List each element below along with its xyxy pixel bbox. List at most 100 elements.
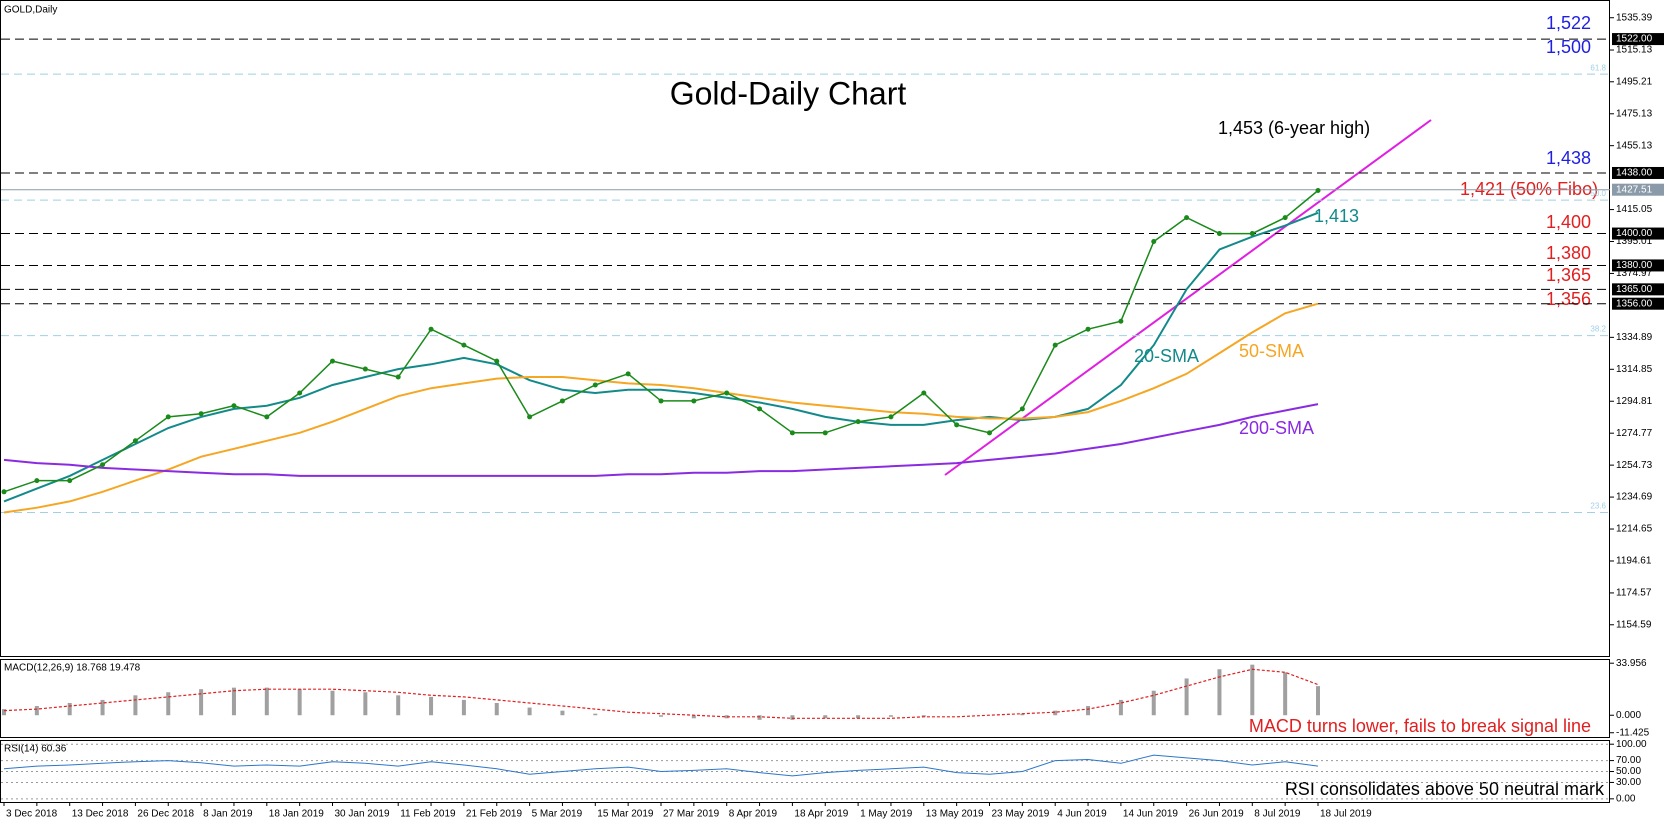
macd-bar — [921, 715, 926, 717]
x-tick-label: 30 Jan 2019 — [335, 809, 390, 820]
price-point — [100, 462, 106, 468]
x-tick-label: 4 Jun 2019 — [1057, 809, 1107, 820]
y-tick-label: 1194.61 — [1616, 556, 1652, 567]
y-tick-label: 50.00 — [1616, 766, 1641, 777]
y-tick-label: 1174.57 — [1616, 588, 1652, 599]
price-point — [658, 398, 664, 404]
macd-bar — [560, 710, 565, 716]
x-tick-label: 26 Jun 2019 — [1189, 809, 1244, 820]
macd-bar — [199, 689, 204, 716]
y-tick-label: 30.00 — [1616, 777, 1641, 788]
price-point — [855, 419, 861, 425]
y-tick-label: 1154.59 — [1616, 619, 1652, 630]
x-tick-label: 3 Dec 2018 — [6, 809, 58, 820]
x-tick-label: 8 Jul 2019 — [1254, 809, 1301, 820]
macd-bar — [1250, 664, 1255, 716]
y-tick-label: 1374.97 — [1616, 268, 1653, 279]
y-tick-label: -11.425 — [1616, 727, 1650, 738]
level-label: 1438.00 — [1616, 168, 1653, 179]
annotation: 1,356 — [1546, 289, 1591, 309]
price-point — [297, 390, 303, 396]
panel-header: GOLD,Daily — [4, 5, 57, 16]
price-point — [330, 358, 335, 364]
macd-bar — [133, 695, 138, 716]
sma-line — [3, 302, 1319, 514]
macd-bar — [2, 709, 6, 716]
x-tick-label: 18 Jul 2019 — [1320, 809, 1372, 820]
annotation: 1,365 — [1546, 265, 1591, 285]
price-point — [1184, 215, 1190, 221]
x-tick-label: 8 Apr 2019 — [729, 809, 778, 820]
y-tick-label: 1495.21 — [1616, 76, 1653, 87]
macd-bar — [757, 715, 762, 720]
rsi-line — [3, 754, 1319, 777]
price-point — [559, 398, 565, 404]
annotation: 1,413 — [1314, 206, 1359, 226]
level-box — [1612, 227, 1664, 240]
macd-bar — [527, 707, 532, 716]
macd-bar — [724, 715, 729, 719]
x-tick-label: 13 May 2019 — [926, 809, 984, 820]
price-point — [34, 478, 40, 484]
price-point — [625, 371, 631, 377]
x-tick-label: 11 Feb 2019 — [400, 809, 456, 820]
level-label: 1365.00 — [1616, 284, 1653, 295]
y-tick-label: 1214.65 — [1616, 524, 1653, 535]
annotation: 1,453 (6-year high) — [1218, 118, 1370, 138]
level-box — [1612, 297, 1664, 310]
price-point — [132, 438, 138, 444]
macd-bar — [429, 696, 434, 716]
price-point — [428, 326, 434, 332]
macd-bar — [264, 687, 269, 716]
price-point — [461, 342, 467, 348]
macd-bar — [100, 699, 105, 716]
price-point — [1052, 342, 1058, 348]
x-tick-label: 5 Mar 2019 — [532, 809, 583, 820]
y-tick-label: 1294.81 — [1616, 396, 1653, 407]
annotation: 1,421 (50% Fibo) — [1460, 179, 1598, 199]
main-panel — [0, 0, 1610, 657]
level-box — [1612, 259, 1664, 272]
y-tick-label: 1475.13 — [1616, 108, 1653, 119]
level-box — [1612, 283, 1664, 296]
price-point — [1249, 231, 1255, 237]
y-tick-label: 1455.13 — [1616, 140, 1653, 151]
macd-bar — [461, 699, 466, 716]
price-point — [1085, 326, 1091, 332]
y-tick-label: 33.956 — [1616, 658, 1647, 669]
panel-note: RSI consolidates above 50 neutral mark — [1285, 779, 1605, 799]
macd-bar — [363, 692, 368, 716]
price-point — [954, 422, 960, 428]
price-point — [987, 430, 992, 436]
annotation: 1,380 — [1546, 243, 1591, 263]
price-point — [67, 478, 73, 484]
macd-bar — [494, 702, 499, 716]
annotation: 1,522 — [1546, 13, 1591, 33]
macd-bar — [1151, 690, 1156, 716]
sma-line — [3, 403, 1319, 477]
y-tick-label: 1254.73 — [1616, 460, 1653, 471]
y-tick-label: 0.000 — [1616, 710, 1641, 721]
y-tick-label: 1234.69 — [1616, 492, 1653, 503]
price-point — [921, 390, 927, 396]
macd-bar — [330, 690, 335, 716]
macd-bar — [34, 706, 39, 716]
y-tick-label: 1274.77 — [1616, 428, 1653, 439]
trendline — [944, 119, 1432, 476]
level-label: 1522.00 — [1616, 34, 1653, 45]
y-tick-label: 100.00 — [1616, 739, 1647, 750]
macd-bar — [1118, 699, 1123, 716]
x-tick-label: 18 Apr 2019 — [794, 809, 848, 820]
last-price-label: 1427.51 — [1616, 184, 1653, 195]
panel-header: RSI(14) 60.36 — [4, 744, 67, 755]
price-point — [198, 411, 204, 417]
macd-bar — [593, 713, 598, 716]
macd-bar — [1283, 672, 1288, 716]
annotation: 1,400 — [1546, 212, 1591, 232]
fibo-label: 61.8 — [1590, 63, 1606, 72]
price-point — [264, 414, 270, 420]
price-point — [362, 366, 368, 372]
macd-bar — [790, 715, 795, 720]
macd-bar — [691, 715, 696, 719]
x-tick-label: 21 Feb 2019 — [466, 809, 523, 820]
